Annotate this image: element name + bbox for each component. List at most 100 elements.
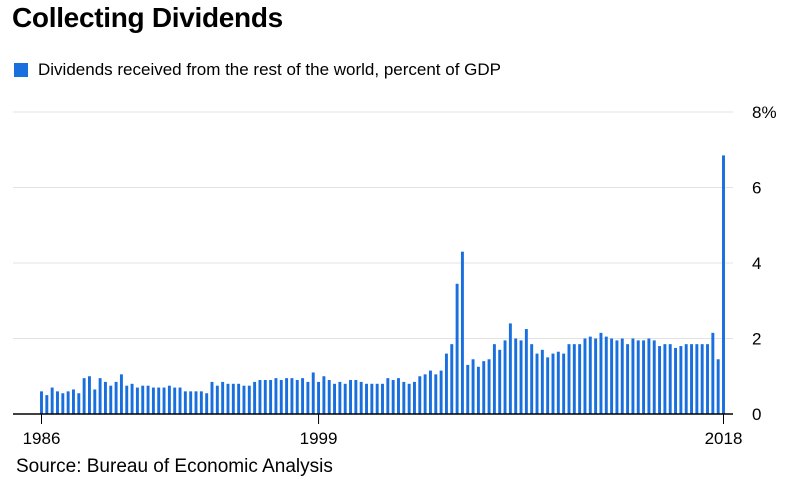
bar <box>508 323 512 414</box>
bar <box>322 376 326 414</box>
bar <box>402 381 406 414</box>
bar <box>519 340 523 414</box>
bar <box>663 344 667 414</box>
bar <box>588 336 592 414</box>
bar <box>82 378 86 414</box>
bar <box>503 340 507 414</box>
bar <box>572 344 576 414</box>
bar <box>327 380 331 414</box>
bar <box>72 389 75 414</box>
bar <box>375 383 379 414</box>
bar <box>700 344 704 414</box>
bar <box>279 380 283 414</box>
chart-title: Collecting Dividends <box>12 2 283 33</box>
bar <box>146 385 150 414</box>
axes: 0 2 4 6 8% 1986 1999 2018 <box>13 103 777 448</box>
bar <box>386 378 390 414</box>
legend-label: Dividends received from the rest of the … <box>38 60 501 79</box>
bar <box>93 389 97 414</box>
bar <box>684 344 688 414</box>
bar <box>125 385 129 414</box>
bar <box>98 378 102 414</box>
bar <box>263 380 267 414</box>
bar <box>370 383 374 414</box>
bar <box>109 385 113 414</box>
bar <box>562 353 566 414</box>
bar <box>77 393 81 414</box>
bar <box>466 364 470 414</box>
bars <box>40 155 725 415</box>
bar <box>231 383 235 414</box>
bar <box>221 381 225 414</box>
bar <box>365 383 368 414</box>
y-tick-label: 6 <box>752 179 761 198</box>
bar <box>604 336 608 414</box>
bar <box>636 340 640 414</box>
bar <box>540 349 544 414</box>
bar <box>391 380 395 414</box>
bar <box>151 387 155 414</box>
bar <box>130 383 134 414</box>
bar <box>439 370 443 414</box>
bar <box>189 391 193 414</box>
bar <box>407 383 411 414</box>
x-tick-label: 1986 <box>23 429 61 448</box>
bar <box>338 381 342 414</box>
bar <box>551 353 555 414</box>
gridlines <box>13 111 733 339</box>
bar <box>626 344 630 414</box>
bar <box>119 374 123 414</box>
bar <box>269 380 273 414</box>
bar <box>274 378 278 414</box>
legend: Dividends received from the rest of the … <box>14 60 501 80</box>
x-tick-label: 1999 <box>300 429 338 448</box>
bar <box>578 344 582 414</box>
bar <box>50 387 54 414</box>
bar <box>237 383 241 414</box>
bar <box>359 381 363 414</box>
bar <box>546 357 550 415</box>
bar <box>349 380 352 414</box>
bar <box>103 381 107 414</box>
bar <box>567 344 571 414</box>
y-tick-label: 4 <box>752 254 761 273</box>
bar <box>695 344 699 414</box>
bar <box>306 381 310 414</box>
bar <box>583 338 587 414</box>
bar <box>423 374 427 414</box>
bar <box>290 378 294 414</box>
bar <box>524 329 528 414</box>
bar <box>194 391 198 414</box>
bar <box>594 338 598 414</box>
bar <box>354 380 358 414</box>
bar <box>631 338 635 414</box>
bar <box>40 391 43 414</box>
bar <box>530 344 534 414</box>
bar <box>162 387 166 414</box>
bar <box>652 340 656 414</box>
bar <box>114 381 118 414</box>
bar <box>610 338 614 414</box>
bar <box>455 283 459 414</box>
bar <box>381 383 384 414</box>
bar <box>716 359 720 414</box>
bar <box>535 353 539 414</box>
bar <box>66 391 70 414</box>
bar <box>476 366 480 414</box>
bar <box>428 370 432 414</box>
bar <box>311 372 315 414</box>
bar <box>460 251 464 414</box>
bar <box>253 381 257 414</box>
bar <box>205 393 209 414</box>
bar <box>647 338 651 414</box>
bar <box>141 385 145 414</box>
bar <box>492 344 496 414</box>
bar <box>215 385 219 414</box>
bar <box>722 155 725 414</box>
y-tick-label: 0 <box>752 405 761 424</box>
x-tick-label: 2018 <box>705 429 743 448</box>
bar <box>247 385 251 414</box>
bar <box>167 385 171 414</box>
bar <box>295 380 299 414</box>
